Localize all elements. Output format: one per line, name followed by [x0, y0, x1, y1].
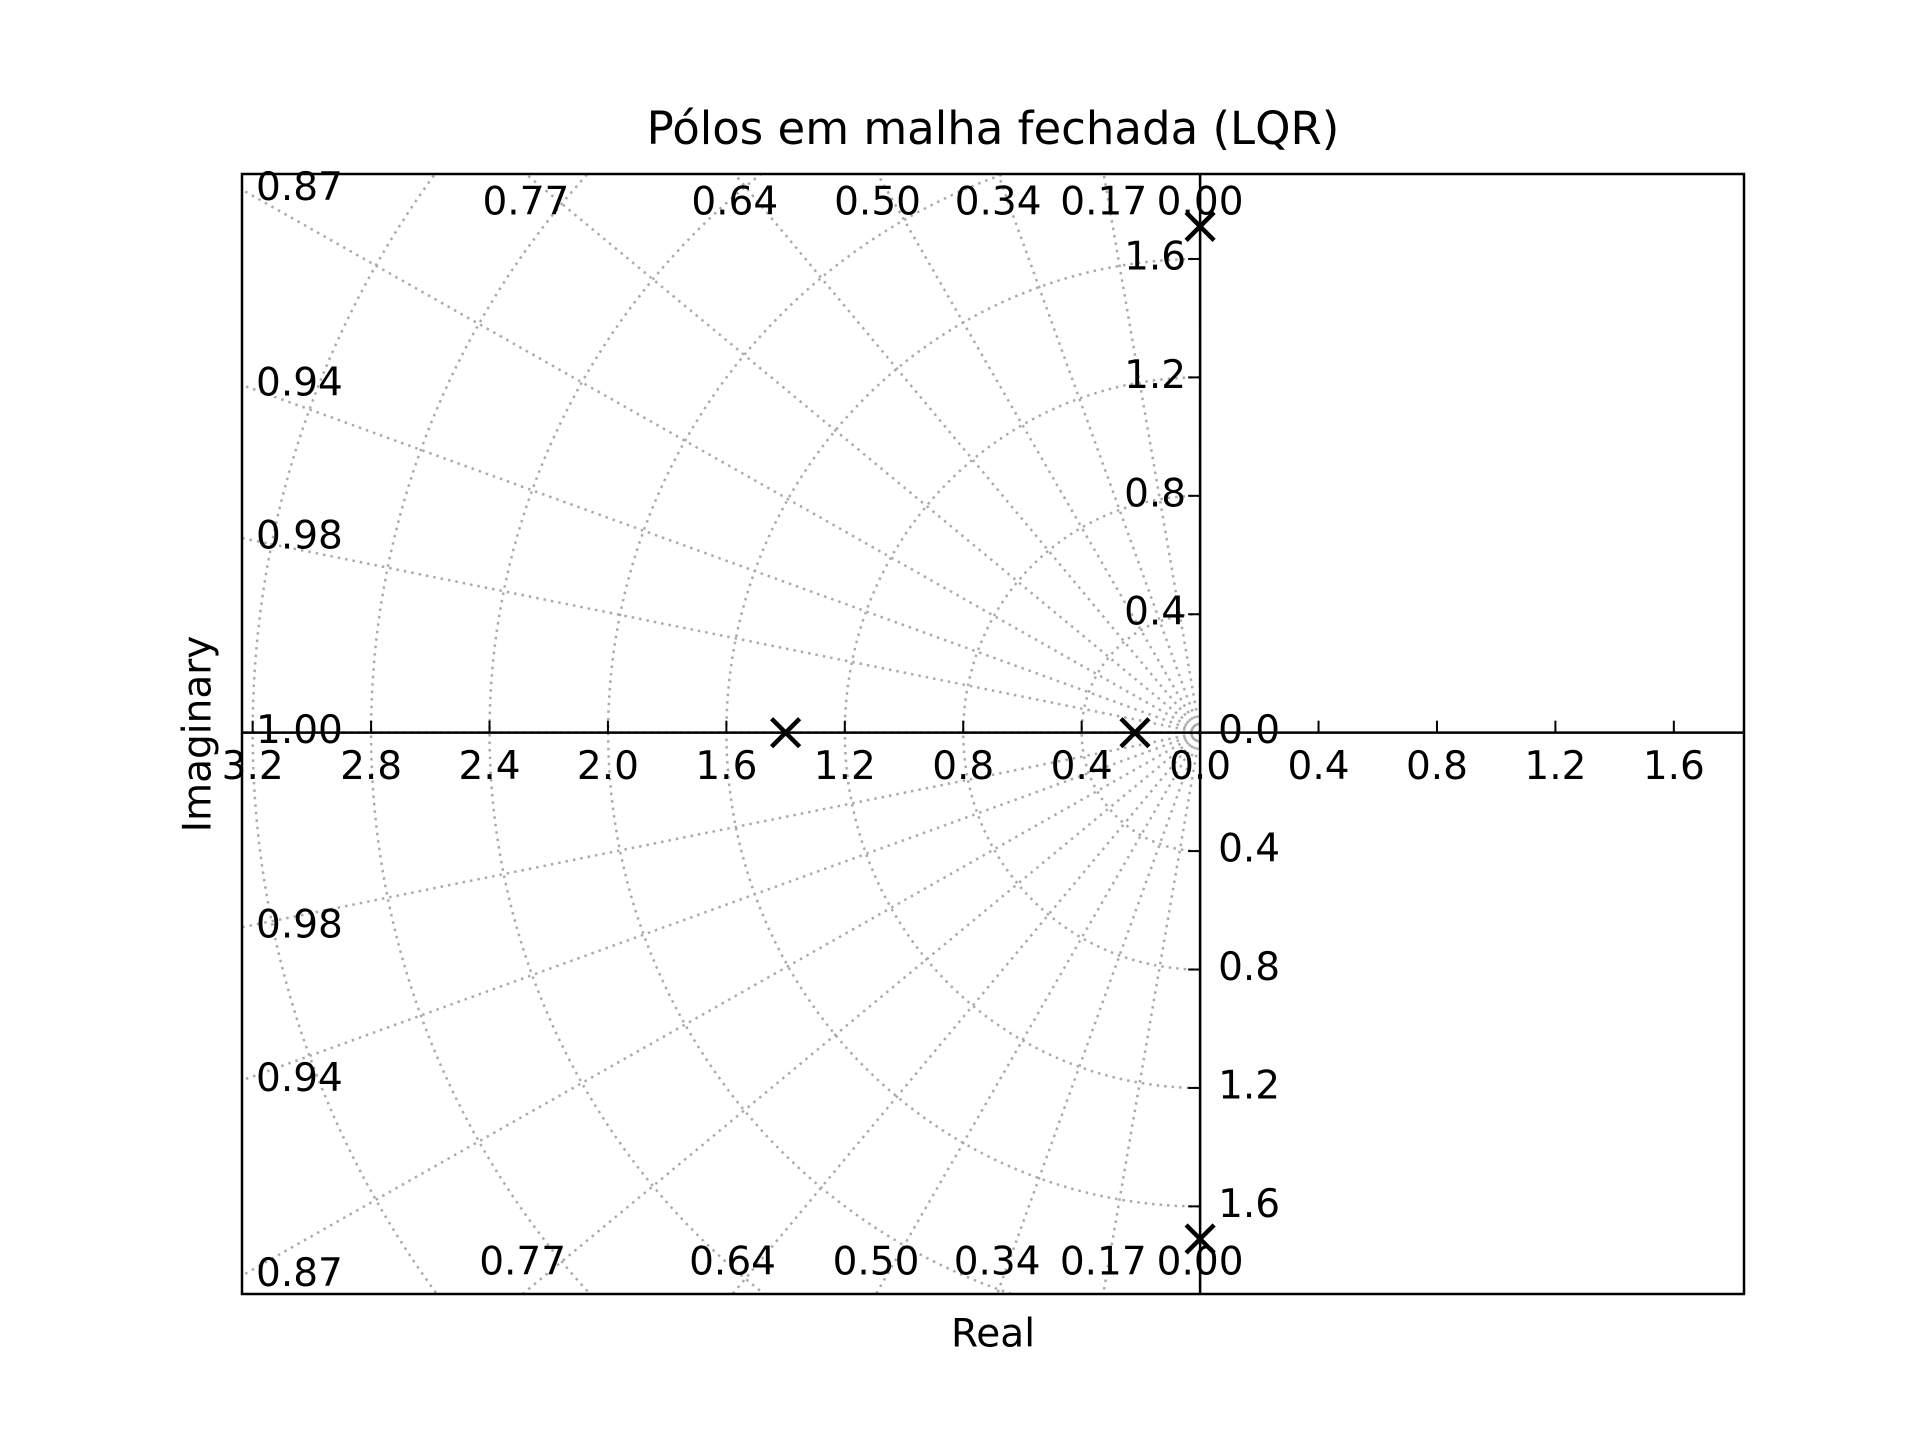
y-tick-label: 0.4: [1124, 590, 1186, 635]
damping-grid-line: [242, 731, 1201, 1082]
x-tick-label: 1.2: [814, 744, 876, 789]
y-tick-label: 0.0: [1218, 708, 1280, 753]
x-tick-label: 1.6: [695, 744, 757, 789]
damping-grid-line: [525, 174, 1201, 734]
y-tick-label: 1.2: [1124, 353, 1186, 398]
x-tick-label: 3.2: [222, 744, 284, 789]
grid: [242, 174, 1202, 1294]
pole-marker: [1119, 717, 1151, 749]
chart-title: Pólos em malha fechada (LQR): [647, 102, 1340, 155]
damping-label: 1.00: [256, 708, 343, 753]
pole-marker: [1184, 210, 1216, 242]
damping-label: 0.77: [482, 180, 569, 225]
y-tick-label: 0.8: [1218, 945, 1280, 990]
axes-frame: [240, 172, 1746, 1296]
y-tick-label: 1.2: [1218, 1063, 1280, 1108]
damping-label: 0.50: [833, 1240, 920, 1285]
damping-grid-line: [996, 174, 1202, 734]
x-tick-label: 0.8: [1406, 744, 1468, 789]
damping-label: 0.17: [1060, 180, 1147, 225]
damping-grid-line: [876, 174, 1202, 734]
damping-label: 0.50: [834, 180, 921, 225]
damping-grid-line: [1102, 732, 1202, 1294]
y-tick-label: 1.6: [1124, 234, 1186, 279]
plot-area: 0.000.000.170.170.340.340.500.500.640.64…: [222, 165, 1746, 1296]
damping-grid-line: [521, 731, 1201, 1294]
damping-grid-line: [731, 731, 1202, 1294]
damping-label: 0.64: [689, 1240, 776, 1285]
x-axis-label: Real: [951, 1312, 1035, 1357]
x-tick-label: 0.4: [1051, 744, 1113, 789]
y-axis-label: Imaginary: [176, 636, 221, 833]
y-tick-label: 0.4: [1218, 827, 1280, 872]
frequency-grid-arc: [1080, 612, 1201, 853]
damping-grid-line: [242, 731, 1201, 1277]
pole-marker: [770, 717, 802, 749]
y-tick-label: 0.8: [1124, 471, 1186, 516]
damping-grid-line: [242, 731, 1201, 929]
damping-label: 0.94: [256, 1056, 343, 1101]
damping-label: 0.34: [955, 180, 1042, 225]
damping-label: 0.87: [256, 1251, 343, 1296]
damping-grid-line: [995, 732, 1202, 1294]
damping-label: 0.94: [256, 360, 343, 405]
damping-grid-line: [733, 174, 1202, 734]
x-tick-label: 0.0: [1169, 744, 1231, 789]
damping-label: 0.98: [256, 514, 343, 559]
x-tick-label: 1.6: [1643, 744, 1705, 789]
damping-grid-line: [242, 383, 1201, 734]
y-tick-label: 1.6: [1218, 1182, 1280, 1227]
x-tick-label: 1.2: [1524, 744, 1586, 789]
damping-grid-line: [242, 536, 1201, 734]
pole-marker: [1184, 1223, 1216, 1255]
damping-grid-line: [874, 732, 1202, 1294]
x-tick-label: 2.0: [577, 744, 639, 789]
damping-label: 0.87: [256, 165, 343, 210]
damping-label: 0.64: [691, 180, 778, 225]
x-tick-label: 0.4: [1288, 744, 1350, 789]
damping-label: 0.98: [256, 903, 343, 948]
damping-label: 0.77: [479, 1240, 566, 1285]
damping-label: 0.17: [1060, 1240, 1147, 1285]
damping-grid-line: [242, 188, 1201, 734]
x-tick-label: 0.8: [932, 744, 994, 789]
x-tick-label: 2.4: [459, 744, 521, 789]
x-tick-label: 2.8: [340, 744, 402, 789]
damping-label: 0.34: [954, 1240, 1041, 1285]
